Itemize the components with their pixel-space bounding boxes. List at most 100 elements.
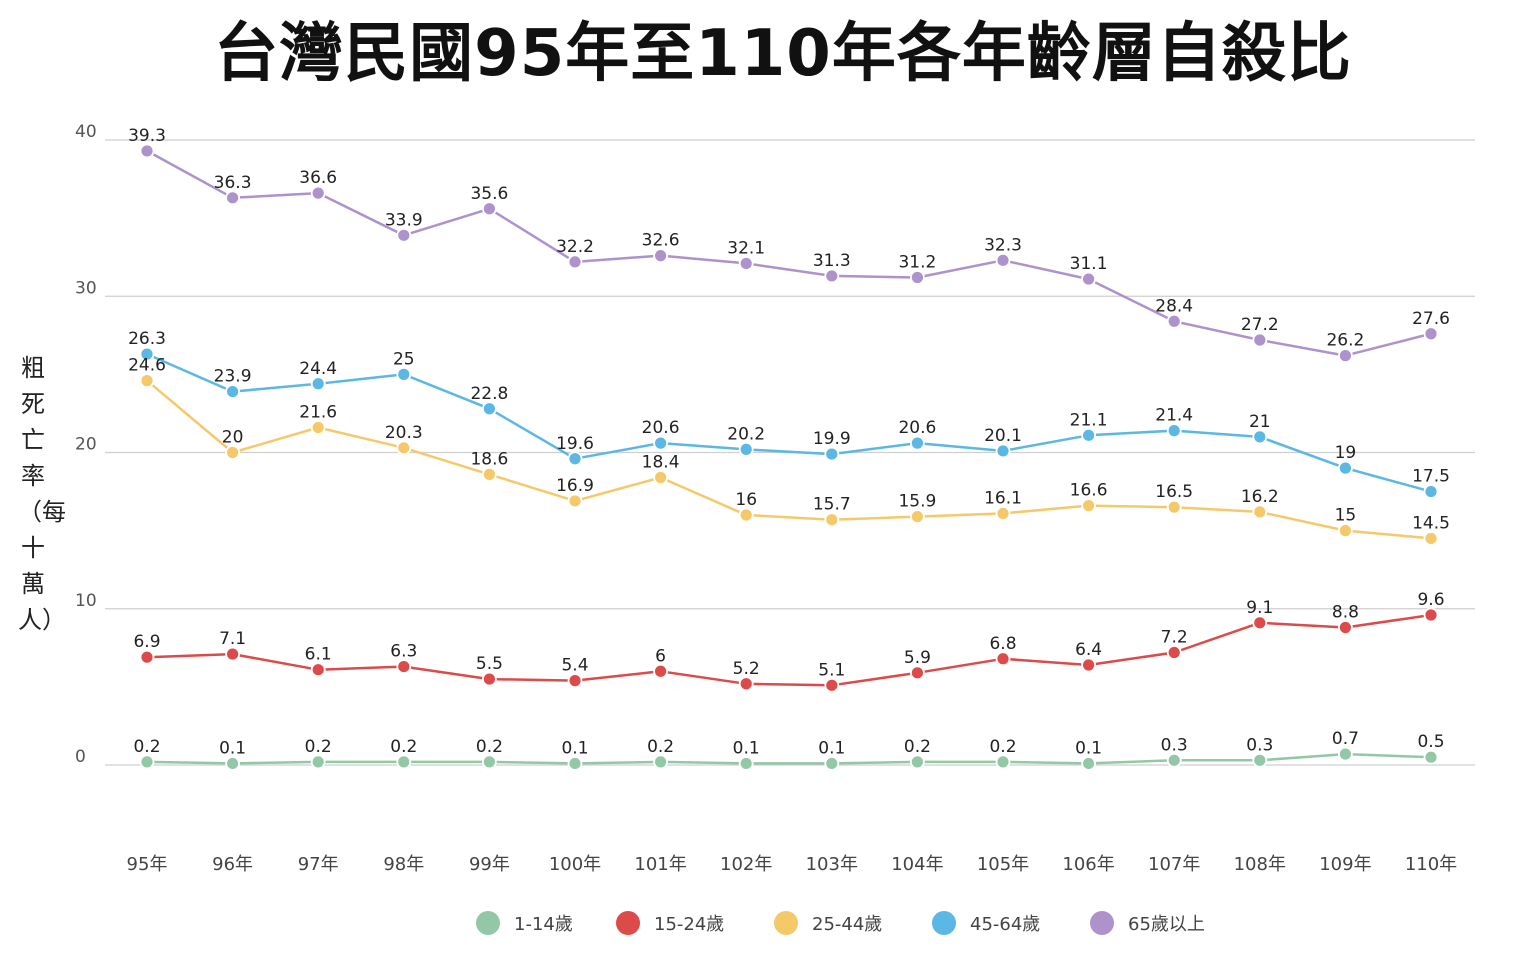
data-point[interactable]	[1081, 657, 1096, 673]
data-label: 21.1	[1070, 410, 1108, 430]
data-point[interactable]	[567, 451, 583, 467]
data-point[interactable]	[1166, 313, 1182, 329]
data-point[interactable]	[1081, 427, 1096, 443]
data-label: 7.1	[219, 629, 246, 649]
data-point[interactable]	[396, 659, 412, 674]
data-point[interactable]	[396, 440, 412, 456]
data-point[interactable]	[139, 373, 155, 389]
data-point[interactable]	[824, 268, 840, 284]
data-point[interactable]	[481, 754, 497, 770]
data-point[interactable]	[225, 756, 241, 771]
data-point[interactable]	[1423, 749, 1439, 765]
data-point[interactable]	[995, 754, 1011, 770]
data-point[interactable]	[738, 676, 754, 692]
data-point[interactable]	[567, 673, 583, 689]
data-point[interactable]	[1166, 752, 1182, 768]
data-point[interactable]	[1252, 615, 1268, 631]
data-point[interactable]	[310, 662, 326, 678]
data-point[interactable]	[1081, 498, 1096, 514]
data-point[interactable]	[738, 441, 754, 457]
data-point[interactable]	[567, 254, 583, 270]
data-label: 18.4	[642, 453, 680, 473]
data-point[interactable]	[1423, 484, 1439, 499]
data-point[interactable]	[824, 446, 840, 462]
data-point[interactable]	[824, 756, 840, 771]
data-point[interactable]	[139, 346, 155, 362]
data-point[interactable]	[995, 443, 1011, 459]
data-point[interactable]	[910, 435, 925, 451]
data-point[interactable]	[1166, 645, 1182, 660]
data-point[interactable]	[310, 754, 326, 770]
legend-label: 25-44歲	[812, 914, 882, 935]
data-point[interactable]	[995, 506, 1011, 521]
data-label: 35.6	[470, 184, 508, 204]
data-point[interactable]	[567, 756, 583, 771]
data-label: 0.3	[1161, 735, 1188, 755]
data-point[interactable]	[225, 190, 241, 206]
data-point[interactable]	[824, 677, 840, 693]
data-point[interactable]	[225, 646, 241, 662]
data-point[interactable]	[653, 754, 668, 770]
y-tick-label: 10	[75, 591, 97, 611]
data-point[interactable]	[567, 493, 583, 509]
data-point[interactable]	[1252, 332, 1268, 348]
data-point[interactable]	[225, 384, 241, 399]
data-point[interactable]	[1338, 746, 1353, 762]
data-point[interactable]	[1338, 523, 1353, 539]
data-point[interactable]	[1423, 326, 1439, 342]
data-point[interactable]	[653, 435, 668, 451]
x-axis-ticks: 95年 96年 97年 98年 99年 100年 101年 102年 103年 104年 105年 1…	[127, 854, 1458, 875]
data-point[interactable]	[1423, 607, 1439, 623]
data-point[interactable]	[1423, 531, 1439, 546]
data-label: 0.3	[1246, 735, 1273, 755]
data-label: 31.1	[1070, 254, 1108, 274]
x-tick-label: 107年	[1148, 854, 1200, 875]
data-point[interactable]	[824, 512, 840, 528]
legend-swatch	[932, 911, 956, 935]
data-point[interactable]	[910, 270, 925, 285]
y-tick-label: 30	[75, 278, 97, 298]
data-point[interactable]	[1252, 504, 1268, 520]
data-point[interactable]	[995, 252, 1011, 268]
data-point[interactable]	[1338, 620, 1353, 635]
data-point[interactable]	[738, 256, 754, 271]
data-point[interactable]	[1081, 271, 1096, 287]
data-point[interactable]	[225, 445, 241, 460]
data-point[interactable]	[481, 201, 497, 217]
data-point[interactable]	[1338, 348, 1353, 364]
data-point[interactable]	[653, 248, 668, 264]
data-point[interactable]	[396, 366, 412, 382]
data-point[interactable]	[653, 470, 668, 485]
data-point[interactable]	[653, 663, 668, 679]
data-point[interactable]	[995, 651, 1011, 667]
data-point[interactable]	[310, 185, 326, 201]
data-label: 19	[1335, 443, 1357, 463]
data-point[interactable]	[738, 507, 754, 523]
y-tick-label: 20	[75, 435, 97, 455]
data-label: 31.2	[898, 253, 936, 273]
data-point[interactable]	[1081, 756, 1096, 771]
data-label: 0.7	[1332, 729, 1359, 749]
data-point[interactable]	[1166, 423, 1182, 439]
x-tick-label: 101年	[634, 854, 686, 875]
data-point[interactable]	[481, 466, 497, 482]
data-label: 6	[655, 646, 666, 666]
data-point[interactable]	[1166, 499, 1182, 515]
data-point[interactable]	[396, 227, 412, 243]
data-point[interactable]	[310, 376, 326, 392]
data-point[interactable]	[139, 143, 155, 159]
data-point[interactable]	[396, 754, 412, 770]
data-point[interactable]	[139, 649, 155, 665]
data-point[interactable]	[738, 756, 754, 771]
data-point[interactable]	[910, 754, 925, 770]
data-point[interactable]	[910, 509, 925, 524]
data-point[interactable]	[310, 420, 326, 435]
y-tick-label: 40	[75, 122, 97, 142]
data-point[interactable]	[481, 671, 497, 687]
data-point[interactable]	[910, 665, 925, 681]
data-point[interactable]	[1252, 752, 1268, 768]
data-point[interactable]	[139, 754, 155, 770]
data-point[interactable]	[481, 401, 497, 417]
data-point[interactable]	[1252, 429, 1268, 445]
data-point[interactable]	[1338, 460, 1353, 476]
